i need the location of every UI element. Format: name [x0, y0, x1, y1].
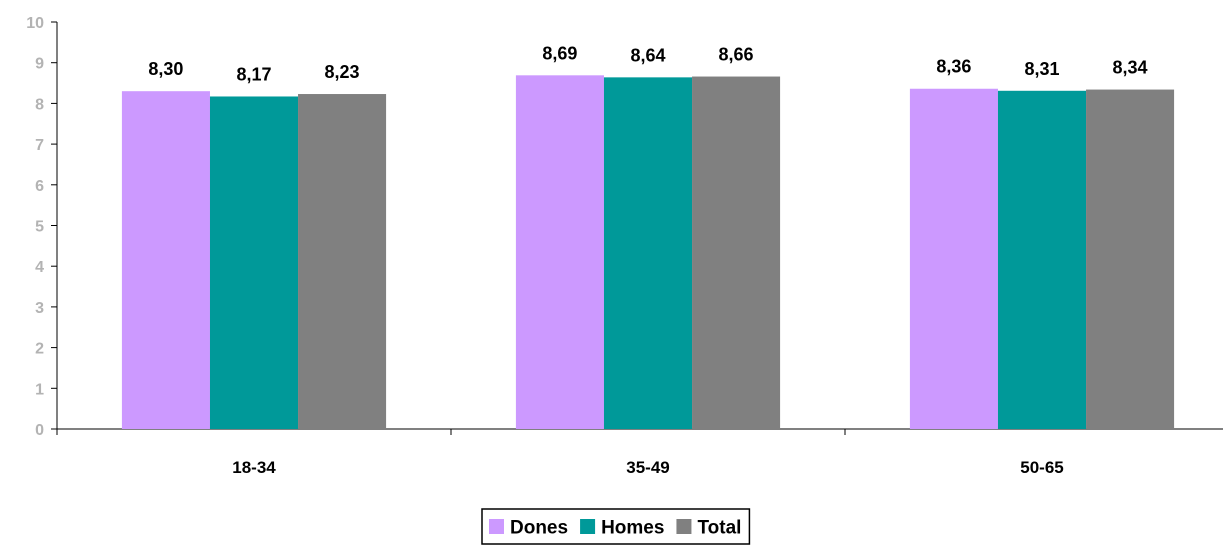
data-label: 8,34: [1113, 58, 1148, 78]
bar-homes: [209, 96, 299, 429]
x-axis: 18-34 35-49 50-65: [56, 428, 1223, 477]
legend-box: [481, 508, 751, 545]
y-tick-label: 9: [35, 56, 44, 73]
legend-swatch: [489, 519, 504, 534]
y-tick-label: 2: [35, 341, 44, 358]
legend-label: Dones: [510, 518, 568, 539]
bar-dones: [909, 88, 998, 430]
y-tick-label: 10: [26, 15, 44, 32]
data-labels: 8,30 8,17 8,23 8,69 8,64 8,66 8,36 8,31 8,34: [148, 43, 1147, 84]
y-tick-label: 6: [35, 178, 44, 195]
legend-label: Total: [697, 518, 741, 539]
y-tick-label: 8: [35, 96, 44, 113]
y-tick-label: 1: [35, 381, 44, 398]
bar-homes: [997, 90, 1087, 430]
y-tick-label: 5: [35, 219, 44, 236]
legend: Dones Homes Total: [481, 508, 751, 545]
x-category-label: 35-49: [626, 458, 669, 477]
y-tick-label: 4: [35, 259, 44, 276]
legend-swatch: [580, 519, 596, 534]
bar-dones: [121, 91, 210, 429]
x-category-label: 18-34: [232, 458, 276, 477]
y-tick-label: 3: [35, 300, 44, 317]
data-label: 8,64: [630, 45, 665, 65]
legend-items: Dones Homes Total: [489, 518, 741, 539]
data-label: 8,36: [936, 57, 971, 77]
data-label: 8,30: [148, 59, 183, 79]
bars: [121, 75, 1175, 430]
legend-item-dones: Dones: [489, 518, 568, 539]
legend-swatch: [676, 519, 692, 534]
y-axis: 0 1 2 3 4 5 6 7 8 9 10: [26, 15, 58, 439]
bar-homes: [603, 77, 693, 430]
legend-label: Homes: [601, 518, 664, 539]
data-label: 8,31: [1024, 59, 1059, 79]
data-label: 8,69: [542, 43, 577, 63]
bar-dones: [515, 75, 604, 429]
data-label: 8,23: [325, 62, 360, 82]
x-category-label: 50-65: [1020, 458, 1063, 477]
y-tick-label: 7: [35, 137, 44, 154]
bar-total: [298, 94, 387, 429]
y-tick-label: 0: [35, 422, 44, 439]
bar-total: [692, 76, 781, 430]
legend-item-homes: Homes: [580, 518, 664, 539]
bar-total: [1086, 89, 1175, 429]
data-label: 8,17: [236, 64, 271, 84]
legend-item-total: Total: [676, 518, 741, 539]
data-label: 8,66: [719, 45, 754, 65]
